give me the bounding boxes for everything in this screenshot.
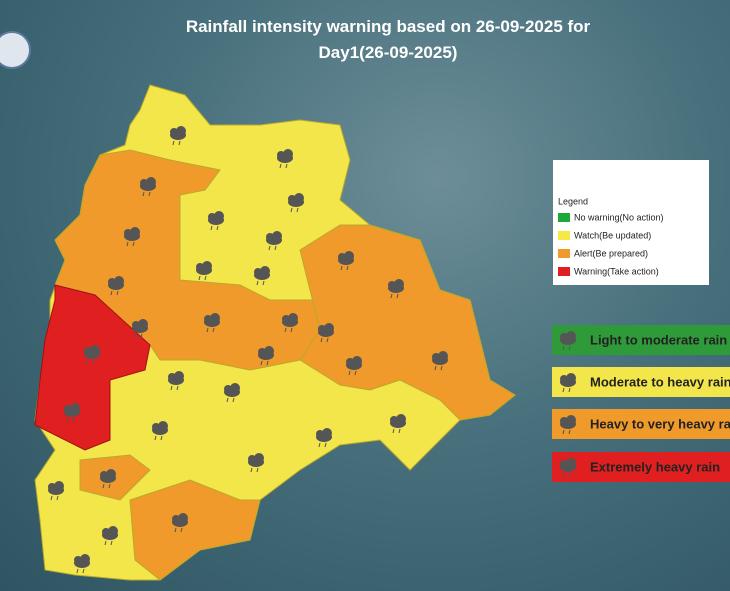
legend-item: No warning(No action) (574, 212, 664, 222)
title-line-2: Day1(26-09-2025) (319, 43, 458, 62)
intensity-pill (552, 452, 730, 482)
legend-heading: Legend (558, 196, 588, 206)
legend-item: Watch(Be updated) (574, 230, 651, 240)
intensity-label: Heavy to very heavy rain (590, 416, 730, 431)
intensity-pill (552, 325, 730, 355)
legend-item: Warning(Take action) (574, 266, 659, 276)
logo (0, 31, 31, 69)
legend-swatch (558, 249, 570, 258)
title-line-1: Rainfall intensity warning based on 26-0… (186, 17, 591, 36)
legend-swatch (558, 267, 570, 276)
intensity-label: Moderate to heavy rain (590, 374, 730, 389)
intensity-pill (552, 409, 730, 439)
alert-districts-east (299, 224, 516, 421)
alert-districts-south (129, 479, 261, 581)
legend-item: Alert(Be prepared) (574, 248, 648, 258)
intensity-pill (552, 367, 730, 397)
legend-swatch (558, 231, 570, 240)
legend-swatch (558, 213, 570, 222)
intensity-label: Light to moderate rain (590, 332, 727, 347)
legend-box (553, 160, 709, 285)
intensity-label: Extremely heavy rain (590, 459, 720, 474)
